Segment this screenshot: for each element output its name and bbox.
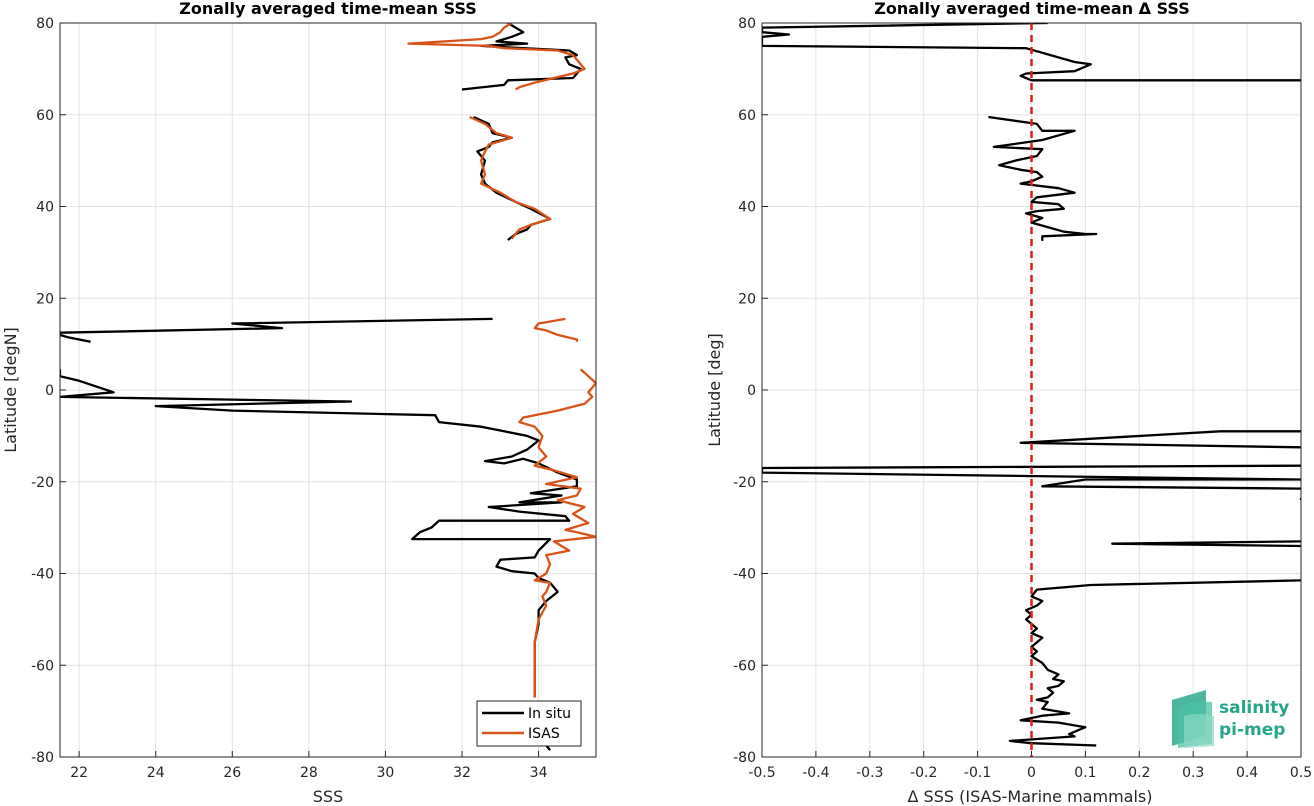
right-y-tick-label: 80 (738, 16, 756, 32)
left-y-tick-label: -20 (31, 475, 54, 491)
right-x-tick-label: 0.3 (1182, 765, 1204, 781)
left-y-axis-label: Latitude [degN] (1, 327, 20, 453)
left-series-in-situ-line (60, 369, 579, 698)
legend: In situ ISAS (476, 700, 582, 747)
logo-text-pi-mep: pi-mep (1219, 720, 1285, 740)
left-x-axis-label: SSS (313, 787, 343, 806)
left-x-tick-label: 30 (377, 765, 395, 781)
left-plot-border (59, 22, 597, 758)
legend-label-in-situ: In situ (528, 706, 571, 722)
left-y-tick-label: -40 (31, 567, 54, 583)
logo-wave-icon (1172, 690, 1214, 748)
left-series-isas-line (469, 115, 552, 240)
left-series-isas-line (518, 368, 596, 698)
left-y-tick-label: 60 (36, 108, 54, 124)
right-x-tick-label: -0.4 (802, 765, 829, 781)
left-series-isas-line (533, 317, 579, 342)
right-y-tick-label: -80 (733, 750, 756, 766)
left-chart-panel: 22 24 26 28 30 32 34 -80 -60 -40 -20 0 20 40 60 80 Zon… (1, 0, 597, 806)
right-y-axis-label: Latitude [deg] (705, 333, 724, 447)
right-y-tick-labels: -80 -60 -40 -20 0 20 40 60 80 (733, 16, 756, 766)
right-x-tick-label: 0.4 (1236, 765, 1258, 781)
logo-text-salinity: salinity (1219, 698, 1289, 718)
right-x-tick-label: 0 (1027, 765, 1036, 781)
right-plot-border (761, 22, 1302, 758)
legend-box (476, 700, 582, 747)
right-series-delta-sss-line (1111, 540, 1301, 548)
right-x-tick-label: -0.2 (910, 765, 937, 781)
left-x-tick-label: 26 (223, 765, 241, 781)
right-x-tick-labels: -0.5 -0.4 -0.3 -0.2 -0.1 0 0.1 0.2 0.3 0.4 0.5 (748, 765, 1312, 781)
salinity-pi-mep-logo: salinity pi-mep (1172, 690, 1289, 748)
right-series-lines (762, 23, 1301, 747)
right-y-tick-label: 20 (738, 291, 756, 307)
right-y-tick-label: -60 (733, 658, 756, 674)
left-y-tick-label: -60 (31, 658, 54, 674)
right-y-tick-label: 40 (738, 200, 756, 216)
right-chart-panel: -0.5 -0.4 -0.3 -0.2 -0.1 0 0.1 0.2 0.3 0.4 0.5 -80… (705, 0, 1312, 806)
left-y-tick-label: 0 (45, 383, 54, 399)
right-x-tick-label: -0.3 (856, 765, 883, 781)
left-x-tick-label: 24 (147, 765, 165, 781)
left-x-tick-label: 34 (530, 765, 548, 781)
right-series-delta-sss-line (762, 23, 1301, 82)
left-y-tick-label: 20 (36, 291, 54, 307)
right-y-tick-label: -40 (733, 567, 756, 583)
right-series-delta-sss-line (1019, 430, 1301, 449)
right-x-tick-label: 0.2 (1128, 765, 1150, 781)
right-series-delta-sss-line (1008, 579, 1301, 747)
right-x-tick-label: -0.5 (748, 765, 775, 781)
right-x-tick-label: -0.1 (964, 765, 991, 781)
right-y-tick-label: 0 (747, 383, 756, 399)
right-y-tick-label: 60 (738, 108, 756, 124)
right-x-tick-label: 0.1 (1074, 765, 1096, 781)
left-chart-title: Zonally averaged time-mean SSS (179, 0, 477, 18)
left-y-tick-labels: -80 -60 -40 -20 0 20 40 60 80 (31, 16, 54, 766)
left-series-isas-line (407, 23, 586, 91)
right-series-delta-sss-line (762, 464, 1301, 490)
left-series-in-situ-line (461, 23, 582, 91)
left-y-tick-label: -80 (31, 750, 54, 766)
left-y-tick-label: 40 (36, 200, 54, 216)
left-x-tick-label: 22 (70, 765, 88, 781)
right-series-delta-sss-line (988, 115, 1098, 241)
legend-label-isas: ISAS (528, 726, 560, 742)
right-x-tick-label: 0.5 (1290, 765, 1312, 781)
right-x-axis-label: Δ SSS (ISAS-Marine mammals) (908, 787, 1153, 806)
right-y-tick-label: -20 (733, 475, 756, 491)
left-x-tick-labels: 22 24 26 28 30 32 34 (70, 765, 547, 781)
left-x-tick-label: 28 (300, 765, 318, 781)
left-y-tick-label: 80 (36, 16, 54, 32)
left-series-in-situ-line (60, 317, 493, 343)
left-x-tick-label: 32 (453, 765, 471, 781)
right-chart-title: Zonally averaged time-mean Δ SSS (874, 0, 1190, 18)
